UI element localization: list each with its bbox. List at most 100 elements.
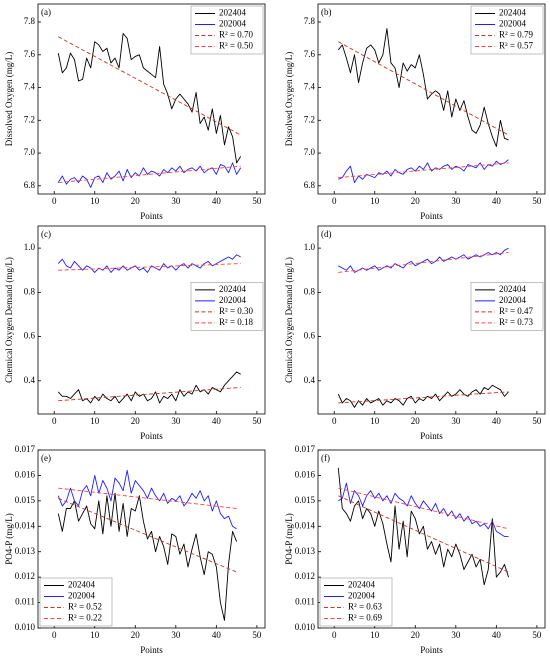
y-tick-label: 0.012 <box>15 571 35 581</box>
trend-line <box>58 487 237 509</box>
x-tick-label: 50 <box>252 416 262 426</box>
data-line <box>338 247 509 273</box>
legend-label: 202404 <box>219 8 247 18</box>
plot-frame <box>317 3 546 195</box>
data-line <box>337 28 509 147</box>
legend-label: R² = 0.79 <box>499 30 534 40</box>
y-tick-label: 7.8 <box>24 16 36 26</box>
y-axis-label: Dissolved Oxygen (mg/L) <box>4 52 14 147</box>
data-line <box>57 371 241 404</box>
y-axis-label: PO4-P (mg/L) <box>4 513 14 564</box>
x-axis-label: Points <box>140 645 163 655</box>
x-tick-label: 30 <box>171 416 181 426</box>
data-line <box>57 469 237 530</box>
data-line <box>337 384 509 408</box>
x-axis-label: Points <box>420 645 443 655</box>
y-tick-label: 7.0 <box>304 147 316 157</box>
legend-label: R² = 0.47 <box>499 306 534 316</box>
x-tick-label: 40 <box>212 416 222 426</box>
x-tick-label: 30 <box>451 630 461 640</box>
y-tick-label: 7.4 <box>24 82 36 92</box>
legend-label: 202004 <box>219 295 247 305</box>
plot-frame <box>317 225 546 415</box>
y-tick-label: 0.014 <box>295 520 316 530</box>
legend-label: R² = 0.69 <box>348 613 383 623</box>
trend-line <box>58 165 241 183</box>
y-tick-label: 0.4 <box>304 375 316 385</box>
panel-label: (f) <box>321 453 330 463</box>
trend-line <box>58 36 241 136</box>
x-tick-label: 50 <box>252 630 262 640</box>
legend-label: R² = 0.70 <box>219 30 254 40</box>
data-line <box>57 33 242 164</box>
x-tick-label: 20 <box>131 416 141 426</box>
y-tick-label: 0.017 <box>295 444 316 454</box>
legend-label: 202404 <box>68 580 96 590</box>
y-tick-label: 0.010 <box>15 622 36 632</box>
plot-frame <box>317 449 546 629</box>
x-tick-label: 50 <box>532 416 542 426</box>
y-tick-label: 0.013 <box>15 546 36 556</box>
x-tick-label: 10 <box>370 630 380 640</box>
x-tick-label: 20 <box>131 196 141 206</box>
legend-label: 202404 <box>348 580 376 590</box>
y-tick-label: 0.6 <box>24 331 36 341</box>
y-tick-label: 7.8 <box>304 16 316 26</box>
x-tick-label: 30 <box>171 196 181 206</box>
y-tick-label: 0.010 <box>295 622 316 632</box>
legend-label: R² = 0.52 <box>68 602 102 612</box>
legend-label: R² = 0.50 <box>219 41 254 51</box>
data-line <box>57 254 241 273</box>
y-tick-label: 0.014 <box>15 520 36 530</box>
y-tick-label: 0.016 <box>295 469 316 479</box>
panel-label: (b) <box>321 7 332 17</box>
y-axis-label: PO4-P (mg/L) <box>284 513 294 564</box>
x-tick-label: 40 <box>212 630 222 640</box>
data-line <box>57 492 238 621</box>
x-tick-label: 30 <box>451 416 461 426</box>
x-tick-label: 20 <box>411 196 421 206</box>
legend-label: R² = 0.63 <box>348 602 383 612</box>
x-tick-label: 10 <box>370 416 380 426</box>
x-tick-label: 0 <box>332 196 337 206</box>
x-tick-label: 50 <box>252 196 262 206</box>
trend-line <box>338 252 509 273</box>
x-tick-label: 0 <box>52 630 57 640</box>
legend-label: R² = 0.18 <box>219 317 254 327</box>
x-tick-label: 40 <box>492 630 502 640</box>
legend-label: R² = 0.30 <box>219 306 254 316</box>
y-tick-label: 7.6 <box>304 49 316 59</box>
legend-label: 202004 <box>499 19 527 29</box>
x-tick-label: 40 <box>492 196 502 206</box>
x-tick-label: 10 <box>370 196 380 206</box>
legend-label: 202004 <box>219 19 247 29</box>
y-tick-label: 0.015 <box>295 495 316 505</box>
y-axis-label: Chemical Oxygen Demand (mg/L) <box>4 257 14 383</box>
plot-frame <box>37 3 266 195</box>
data-line <box>338 159 509 183</box>
legend-label: R² = 0.73 <box>499 317 534 327</box>
y-tick-label: 0.012 <box>295 571 315 581</box>
y-tick-label: 7.2 <box>24 114 35 124</box>
x-tick-label: 0 <box>332 630 337 640</box>
y-tick-label: 7.0 <box>24 147 36 157</box>
x-tick-label: 20 <box>131 630 141 640</box>
x-axis-label: Points <box>140 211 163 221</box>
legend-label: 202404 <box>219 284 247 294</box>
x-tick-label: 50 <box>532 196 542 206</box>
y-tick-label: 7.2 <box>304 114 315 124</box>
data-line <box>337 467 509 586</box>
y-tick-label: 6.8 <box>304 180 316 190</box>
x-tick-label: 30 <box>451 196 461 206</box>
plot-frame <box>37 225 266 415</box>
y-tick-label: 0.6 <box>304 331 316 341</box>
trend-line <box>58 387 241 402</box>
x-tick-label: 10 <box>90 196 100 206</box>
panel-label: (a) <box>41 7 51 17</box>
